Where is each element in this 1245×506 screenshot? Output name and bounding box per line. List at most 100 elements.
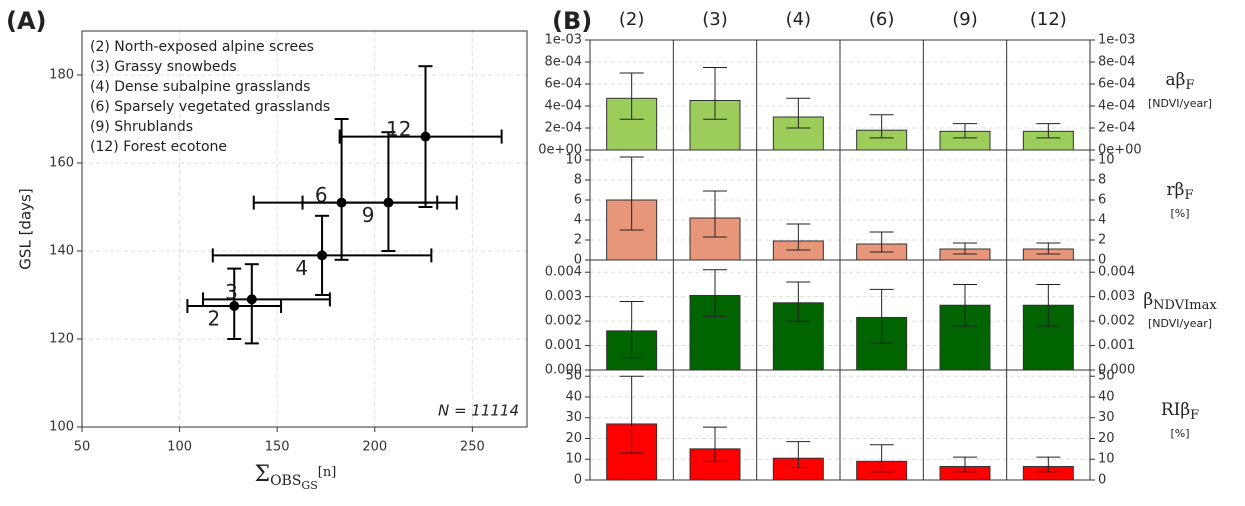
y2-tick-label: 0e+00 bbox=[1098, 143, 1142, 158]
y-axis-label: GSL [days] bbox=[17, 188, 35, 269]
row-label: RIβF bbox=[1161, 400, 1199, 423]
y-tick-label: 0e+00 bbox=[538, 143, 582, 158]
x-label-subsub: GS bbox=[301, 479, 317, 492]
x-label-sub: OBS bbox=[270, 473, 301, 489]
y2-tick-label: 0 bbox=[1098, 253, 1106, 268]
y-tick-label: 10 bbox=[565, 452, 582, 467]
y2-tick-label: 20 bbox=[1098, 431, 1115, 446]
x-label-symbol: Σ bbox=[255, 462, 271, 487]
y2-tick-label: 4 bbox=[1098, 213, 1106, 228]
y2-tick-label: 0 bbox=[1098, 473, 1106, 488]
row-label: aβF bbox=[1166, 70, 1195, 93]
row-label: rβF bbox=[1167, 180, 1194, 203]
y-tick-label: 2e-04 bbox=[544, 121, 582, 136]
y-tick-label: 50 bbox=[565, 369, 582, 384]
point bbox=[246, 294, 257, 305]
row-label-sub: F bbox=[1184, 188, 1193, 203]
panel-label: (B) bbox=[552, 7, 592, 35]
y2-tick-label: 6 bbox=[1098, 193, 1106, 208]
y-tick-label: 0.001 bbox=[545, 338, 582, 353]
y2-tick-label: 8 bbox=[1098, 173, 1106, 188]
y2-tick-label: 2e-04 bbox=[1098, 121, 1136, 136]
y-tick-label: 8 bbox=[574, 173, 582, 188]
row-label-sub: F bbox=[1190, 408, 1199, 423]
y-tick-label: 140 bbox=[49, 244, 74, 259]
column-label: (4) bbox=[786, 9, 812, 30]
y-tick-label: 4e-04 bbox=[544, 99, 582, 114]
y-tick-label: 0.000 bbox=[545, 363, 582, 378]
y2-tick-label: 8e-04 bbox=[1098, 55, 1136, 70]
point-label: 9 bbox=[362, 203, 375, 227]
y2-tick-label: 30 bbox=[1098, 410, 1115, 425]
x-tick-label: 250 bbox=[460, 440, 485, 455]
y-tick-label: 160 bbox=[49, 156, 74, 171]
y-tick-label: 6e-04 bbox=[544, 77, 582, 92]
y2-tick-label: 6e-04 bbox=[1098, 77, 1136, 92]
row-label: βNDVImax bbox=[1143, 290, 1217, 313]
row-label-sub: F bbox=[1185, 78, 1194, 93]
row-label-main: β bbox=[1143, 290, 1153, 310]
point bbox=[383, 197, 394, 208]
y-tick-label: 2 bbox=[574, 233, 582, 248]
point-label: 6 bbox=[315, 183, 328, 207]
row-unit: [NDVI/year] bbox=[1148, 97, 1212, 110]
column-label: (6) bbox=[869, 9, 895, 30]
plot-frame bbox=[81, 30, 528, 428]
legend-entry: (6) Sparsely vegetated grasslands bbox=[90, 99, 330, 115]
y2-tick-label: 0.000 bbox=[1098, 363, 1135, 378]
y-tick-label: 0 bbox=[574, 253, 582, 268]
y2-tick-label: 0.003 bbox=[1098, 289, 1135, 304]
y-tick-label: 0 bbox=[574, 473, 582, 488]
y-tick-label: 0.004 bbox=[545, 265, 582, 280]
legend-entry: (4) Dense subalpine grasslands bbox=[90, 79, 310, 95]
column-label: (12) bbox=[1030, 9, 1067, 30]
y2-tick-label: 10 bbox=[1098, 452, 1115, 467]
row-label-main: aβ bbox=[1166, 70, 1186, 90]
column-label: (9) bbox=[952, 9, 978, 30]
y-tick-label: 6 bbox=[574, 193, 582, 208]
y-tick-label: 20 bbox=[565, 431, 582, 446]
y-tick-label: 0.003 bbox=[545, 289, 582, 304]
y2-tick-label: 50 bbox=[1098, 369, 1115, 384]
point-label: 2 bbox=[208, 307, 221, 331]
y-tick-label: 1e-03 bbox=[544, 33, 582, 48]
x-axis-label: ΣOBSGS[n] bbox=[255, 462, 337, 492]
point bbox=[229, 301, 240, 311]
y2-tick-label: 0.001 bbox=[1098, 338, 1135, 353]
point bbox=[317, 250, 328, 261]
row-frame bbox=[589, 369, 1091, 481]
annotation: N = 11114 bbox=[438, 402, 519, 420]
y-tick-label: 4 bbox=[574, 213, 582, 228]
row-unit: [NDVI/year] bbox=[1148, 317, 1212, 330]
y2-tick-label: 0.004 bbox=[1098, 265, 1135, 280]
y2-tick-label: 2 bbox=[1098, 233, 1106, 248]
legend-entry: (2) North-exposed alpine screes bbox=[90, 39, 314, 55]
y2-tick-label: 10 bbox=[1098, 153, 1115, 168]
legend-entry: (3) Grassy snowbeds bbox=[90, 59, 237, 75]
panel-label: (A) bbox=[6, 7, 47, 35]
x-tick-label: 200 bbox=[362, 440, 387, 455]
x-tick-label: 100 bbox=[167, 440, 192, 455]
row-label-main: RIβ bbox=[1161, 400, 1190, 420]
column-label: (3) bbox=[702, 9, 728, 30]
y-tick-label: 120 bbox=[49, 332, 74, 347]
row-unit: [%] bbox=[1170, 427, 1189, 440]
legend-entry: (12) Forest ecotone bbox=[90, 139, 227, 155]
legend-entry: (9) Shrublands bbox=[90, 119, 193, 135]
y-tick-label: 30 bbox=[565, 410, 582, 425]
y-tick-label: 10 bbox=[565, 153, 582, 168]
point-label: 3 bbox=[225, 280, 238, 304]
row-unit: [%] bbox=[1170, 207, 1189, 220]
y-tick-label: 40 bbox=[565, 389, 582, 404]
x-tick-label: 150 bbox=[265, 440, 290, 455]
x-tick-label: 50 bbox=[74, 440, 91, 455]
y2-tick-label: 40 bbox=[1098, 389, 1115, 404]
y2-tick-label: 0.002 bbox=[1098, 314, 1135, 329]
row-label-main: rβ bbox=[1167, 180, 1185, 200]
point-label: 4 bbox=[295, 256, 308, 280]
x-label-unit: [n] bbox=[318, 465, 337, 480]
y-tick-label: 8e-04 bbox=[544, 55, 582, 70]
column-label: (2) bbox=[619, 9, 645, 30]
point-label: 12 bbox=[386, 117, 411, 141]
